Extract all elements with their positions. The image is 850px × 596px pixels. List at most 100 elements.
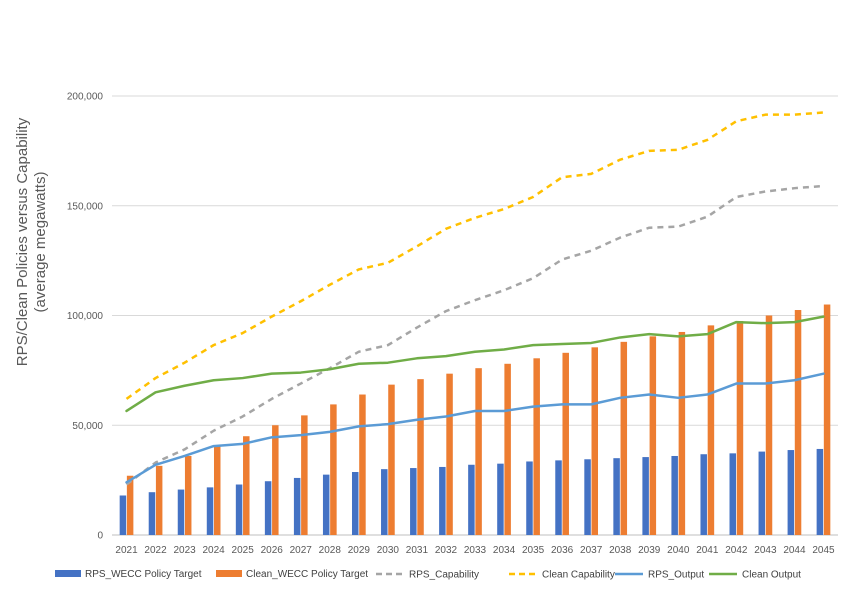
legend-label: RPS_Capability <box>409 570 479 581</box>
bars <box>119 304 831 535</box>
x-tick-label: 2021 <box>115 545 138 556</box>
bar-clean-target <box>562 352 569 535</box>
series-line-rps-output <box>125 372 825 484</box>
bar-clean-target <box>823 304 831 535</box>
bar-rps-target <box>555 460 562 535</box>
bar-rps-target <box>235 484 243 535</box>
bar-rps-target <box>293 477 301 535</box>
bar-clean-target <box>475 368 482 535</box>
legend-item: Clean_WECC Policy Target <box>216 569 368 580</box>
bar-rps-target <box>439 466 446 535</box>
bar-clean-target <box>765 315 773 535</box>
y-tick-label: 200,000 <box>67 92 104 103</box>
y-tick-label: 150,000 <box>67 201 104 212</box>
x-tick-label: 2033 <box>464 545 487 556</box>
legend-label: RPS_WECC Policy Target <box>85 569 202 580</box>
series-line-clean-capability <box>125 111 824 400</box>
x-tick-label: 2025 <box>232 545 255 556</box>
bar-rps-target <box>177 489 185 535</box>
bar-rps-target <box>410 468 417 535</box>
x-tick-label: 2031 <box>406 545 429 556</box>
legend-item: RPS_Output <box>615 570 704 581</box>
x-tick-label: 2035 <box>522 545 545 556</box>
x-tick-label: 2028 <box>319 545 342 556</box>
bar-rps-target <box>729 453 737 535</box>
bar-rps-target <box>497 463 504 535</box>
y-axis-ticks: 0 50,000 100,000 150,000 200,000 <box>67 92 104 542</box>
bar-rps-target <box>642 457 649 535</box>
bar-rps-target <box>381 469 388 535</box>
bar-clean-target <box>213 446 221 535</box>
bar-rps-target <box>758 451 766 535</box>
bar-rps-target <box>322 474 330 535</box>
x-tick-label: 2042 <box>725 545 748 556</box>
bar-clean-target <box>126 475 134 535</box>
series-line-clean-output <box>125 315 825 413</box>
x-tick-label: 2032 <box>435 545 458 556</box>
x-tick-label: 2034 <box>493 545 516 556</box>
bar-clean-target <box>678 331 686 535</box>
bar-rps-target <box>206 487 214 535</box>
y-tick-label: 100,000 <box>67 311 104 322</box>
y-axis-label-line1: RPS/Clean Policies versus Capability <box>14 117 31 366</box>
x-tick-label: 2045 <box>812 545 835 556</box>
bar-rps-target <box>584 459 591 535</box>
bar-clean-target <box>446 373 453 535</box>
y-tick-label: 50,000 <box>72 421 103 432</box>
legend: RPS_WECC Policy Target Clean_WECC Policy … <box>55 569 801 581</box>
bar-clean-target <box>272 425 279 535</box>
x-tick-label: 2029 <box>348 545 371 556</box>
legend-item: RPS_WECC Policy Target <box>55 569 202 580</box>
x-tick-label: 2040 <box>667 545 690 556</box>
legend-item: Clean Capability <box>509 570 615 581</box>
bar-rps-target <box>264 481 272 535</box>
bar-rps-target <box>671 455 678 535</box>
bar-rps-target <box>148 492 156 535</box>
legend-label: RPS_Output <box>648 570 704 581</box>
y-tick-label: 0 <box>97 531 103 542</box>
bar-clean-target <box>417 379 424 535</box>
bar-rps-target <box>526 461 533 535</box>
legend-item: Clean Output <box>709 570 801 581</box>
bar-clean-target <box>591 347 599 535</box>
x-tick-label: 2038 <box>609 545 632 556</box>
bar-clean-target <box>388 384 395 535</box>
bar-clean-target <box>243 436 250 535</box>
y-axis-label-line2: (average megawatts) <box>32 172 49 313</box>
lines <box>125 111 825 486</box>
x-tick-label: 2039 <box>638 545 661 556</box>
x-tick-label: 2027 <box>290 545 313 556</box>
series-line-rps-capability <box>125 184 824 486</box>
bar-rps-target <box>613 458 620 535</box>
bar-clean-target <box>330 404 337 535</box>
x-tick-label: 2024 <box>203 545 226 556</box>
bar-rps-target <box>787 450 795 535</box>
bar-clean-target <box>184 455 192 535</box>
bar-clean-target <box>301 415 308 535</box>
x-tick-label: 2026 <box>261 545 284 556</box>
x-tick-label: 2022 <box>144 545 167 556</box>
legend-swatch <box>216 570 242 577</box>
x-tick-label: 2043 <box>754 545 777 556</box>
legend-label: Clean_WECC Policy Target <box>246 569 368 580</box>
legend-swatch <box>55 570 81 577</box>
x-tick-label: 2037 <box>580 545 603 556</box>
bar-rps-target <box>119 495 127 535</box>
x-tick-label: 2044 <box>783 545 806 556</box>
x-tick-label: 2036 <box>551 545 574 556</box>
bar-clean-target <box>504 363 511 535</box>
gridlines <box>112 95 838 536</box>
bar-rps-target <box>700 454 707 535</box>
bar-rps-target <box>816 448 824 535</box>
bar-clean-target <box>794 310 802 535</box>
bar-rps-target <box>468 464 475 535</box>
y-axis-label: RPS/Clean Policies versus Capability (av… <box>14 117 49 366</box>
bar-clean-target <box>155 465 163 535</box>
bar-clean-target <box>649 336 657 535</box>
x-tick-label: 2023 <box>173 545 196 556</box>
bar-clean-target <box>620 341 628 535</box>
legend-label: Clean Output <box>742 570 801 581</box>
legend-item: RPS_Capability <box>376 570 479 581</box>
bar-clean-target <box>533 358 540 535</box>
